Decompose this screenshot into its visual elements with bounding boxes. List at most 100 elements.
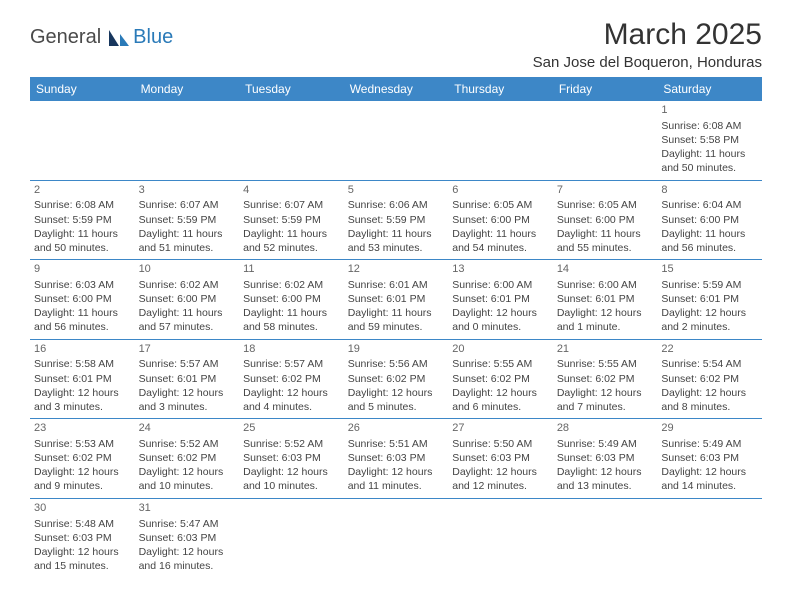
sunset-text: Sunset: 5:59 PM — [243, 213, 340, 227]
daylight-text: Daylight: 11 hours and 54 minutes. — [452, 227, 549, 255]
daylight-text: Daylight: 12 hours and 10 minutes. — [139, 465, 236, 493]
daylight-text: Daylight: 11 hours and 58 minutes. — [243, 306, 340, 334]
sunrise-text: Sunrise: 6:00 AM — [557, 278, 654, 292]
day-number: 3 — [139, 183, 236, 198]
day-number: 18 — [243, 342, 340, 357]
sunset-text: Sunset: 6:02 PM — [661, 372, 758, 386]
calendar-day-cell: 5Sunrise: 6:06 AMSunset: 5:59 PMDaylight… — [344, 180, 449, 260]
calendar-day-cell: 7Sunrise: 6:05 AMSunset: 6:00 PMDaylight… — [553, 180, 658, 260]
day-number: 10 — [139, 262, 236, 277]
sunrise-text: Sunrise: 6:04 AM — [661, 198, 758, 212]
sunrise-text: Sunrise: 5:53 AM — [34, 437, 131, 451]
daylight-text: Daylight: 11 hours and 56 minutes. — [661, 227, 758, 255]
day-number: 23 — [34, 421, 131, 436]
sunset-text: Sunset: 6:03 PM — [557, 451, 654, 465]
sunset-text: Sunset: 6:02 PM — [34, 451, 131, 465]
sunrise-text: Sunrise: 6:05 AM — [452, 198, 549, 212]
sunset-text: Sunset: 5:58 PM — [661, 133, 758, 147]
sunset-text: Sunset: 6:00 PM — [661, 213, 758, 227]
sunrise-text: Sunrise: 5:55 AM — [557, 357, 654, 371]
weekday-header: Friday — [553, 77, 658, 101]
day-number: 26 — [348, 421, 445, 436]
day-number: 14 — [557, 262, 654, 277]
calendar-day-cell — [135, 101, 240, 180]
sail-icon — [105, 28, 131, 48]
calendar-day-cell: 18Sunrise: 5:57 AMSunset: 6:02 PMDayligh… — [239, 339, 344, 419]
day-number: 4 — [243, 183, 340, 198]
sunrise-text: Sunrise: 5:47 AM — [139, 517, 236, 531]
calendar-day-cell: 9Sunrise: 6:03 AMSunset: 6:00 PMDaylight… — [30, 260, 135, 340]
daylight-text: Daylight: 12 hours and 11 minutes. — [348, 465, 445, 493]
day-number: 20 — [452, 342, 549, 357]
calendar-day-cell: 14Sunrise: 6:00 AMSunset: 6:01 PMDayligh… — [553, 260, 658, 340]
day-number: 8 — [661, 183, 758, 198]
daylight-text: Daylight: 12 hours and 1 minute. — [557, 306, 654, 334]
calendar-day-cell: 29Sunrise: 5:49 AMSunset: 6:03 PMDayligh… — [657, 419, 762, 499]
daylight-text: Daylight: 12 hours and 7 minutes. — [557, 386, 654, 414]
calendar-day-cell: 20Sunrise: 5:55 AMSunset: 6:02 PMDayligh… — [448, 339, 553, 419]
day-number: 25 — [243, 421, 340, 436]
day-number: 30 — [34, 501, 131, 516]
sunset-text: Sunset: 6:00 PM — [139, 292, 236, 306]
calendar-day-cell: 12Sunrise: 6:01 AMSunset: 6:01 PMDayligh… — [344, 260, 449, 340]
sunset-text: Sunset: 6:03 PM — [452, 451, 549, 465]
sunrise-text: Sunrise: 5:54 AM — [661, 357, 758, 371]
sunrise-text: Sunrise: 5:58 AM — [34, 357, 131, 371]
calendar-table: Sunday Monday Tuesday Wednesday Thursday… — [30, 77, 762, 577]
sunrise-text: Sunrise: 6:00 AM — [452, 278, 549, 292]
day-number: 17 — [139, 342, 236, 357]
calendar-week-row: 2Sunrise: 6:08 AM Sunset: 5:59 PM Daylight… — [30, 180, 762, 260]
sunset-text: Sunset: 6:00 PM — [243, 292, 340, 306]
calendar-day-cell — [344, 498, 449, 577]
calendar-day-cell: 1Sunrise: 6:08 AMSunset: 5:58 PMDaylight… — [657, 101, 762, 180]
daylight-text: Daylight: 12 hours and 9 minutes. — [34, 465, 131, 493]
sunset-text: Sunset: 6:01 PM — [348, 292, 445, 306]
calendar-day-cell: 30Sunrise: 5:48 AMSunset: 6:03 PMDayligh… — [30, 498, 135, 577]
sunrise-text: Sunrise: 6:07 AM — [139, 198, 236, 212]
day-number: 11 — [243, 262, 340, 277]
sunrise-text: Sunrise: 6:07 AM — [243, 198, 340, 212]
sunrise-text: Sunrise: 6:08 AM — [34, 198, 131, 212]
calendar-day-cell: 21Sunrise: 5:55 AMSunset: 6:02 PMDayligh… — [553, 339, 658, 419]
sunrise-text: Sunrise: 6:02 AM — [243, 278, 340, 292]
sunrise-text: Sunrise: 5:49 AM — [661, 437, 758, 451]
daylight-text: Daylight: 12 hours and 3 minutes. — [34, 386, 131, 414]
sunrise-text: Sunrise: 5:49 AM — [557, 437, 654, 451]
sunset-text: Sunset: 6:02 PM — [452, 372, 549, 386]
calendar-day-cell: 6Sunrise: 6:05 AMSunset: 6:00 PMDaylight… — [448, 180, 553, 260]
day-number: 31 — [139, 501, 236, 516]
calendar-day-cell — [239, 101, 344, 180]
calendar-week-row: 16Sunrise: 5:58 AMSunset: 6:01 PMDayligh… — [30, 339, 762, 419]
sunset-text: Sunset: 6:00 PM — [452, 213, 549, 227]
daylight-text: Daylight: 12 hours and 0 minutes. — [452, 306, 549, 334]
calendar-day-cell — [448, 101, 553, 180]
calendar-day-cell: 17Sunrise: 5:57 AMSunset: 6:01 PMDayligh… — [135, 339, 240, 419]
sunset-text: Sunset: 6:00 PM — [557, 213, 654, 227]
daylight-text: Daylight: 12 hours and 2 minutes. — [661, 306, 758, 334]
daylight-text: Daylight: 12 hours and 15 minutes. — [34, 545, 131, 573]
calendar-day-cell: 3Sunrise: 6:07 AMSunset: 5:59 PMDaylight… — [135, 180, 240, 260]
sunset-text: Sunset: 6:03 PM — [661, 451, 758, 465]
calendar-day-cell: 11Sunrise: 6:02 AMSunset: 6:00 PMDayligh… — [239, 260, 344, 340]
sunset-text: Sunset: 6:01 PM — [452, 292, 549, 306]
daylight-text: Daylight: 11 hours and 57 minutes. — [139, 306, 236, 334]
daylight-text: Daylight: 12 hours and 8 minutes. — [661, 386, 758, 414]
sunrise-text: Sunrise: 5:48 AM — [34, 517, 131, 531]
month-title: March 2025 — [533, 18, 762, 52]
calendar-day-cell — [553, 498, 658, 577]
sunset-text: Sunset: 6:03 PM — [243, 451, 340, 465]
day-number: 15 — [661, 262, 758, 277]
calendar-day-cell — [30, 101, 135, 180]
day-number: 9 — [34, 262, 131, 277]
calendar-day-cell: 8Sunrise: 6:04 AMSunset: 6:00 PMDaylight… — [657, 180, 762, 260]
sunrise-text: Sunrise: 6:06 AM — [348, 198, 445, 212]
calendar-day-cell: 13Sunrise: 6:00 AMSunset: 6:01 PMDayligh… — [448, 260, 553, 340]
sunrise-text: Sunrise: 6:08 AM — [661, 119, 758, 133]
calendar-day-cell — [239, 498, 344, 577]
day-number: 27 — [452, 421, 549, 436]
day-number: 16 — [34, 342, 131, 357]
calendar-day-cell — [448, 498, 553, 577]
day-number: 2 — [34, 183, 131, 198]
sunset-text: Sunset: 6:02 PM — [139, 451, 236, 465]
calendar-day-cell: 2Sunrise: 6:08 AMSunset: 5:59 PMDaylight… — [30, 180, 135, 260]
